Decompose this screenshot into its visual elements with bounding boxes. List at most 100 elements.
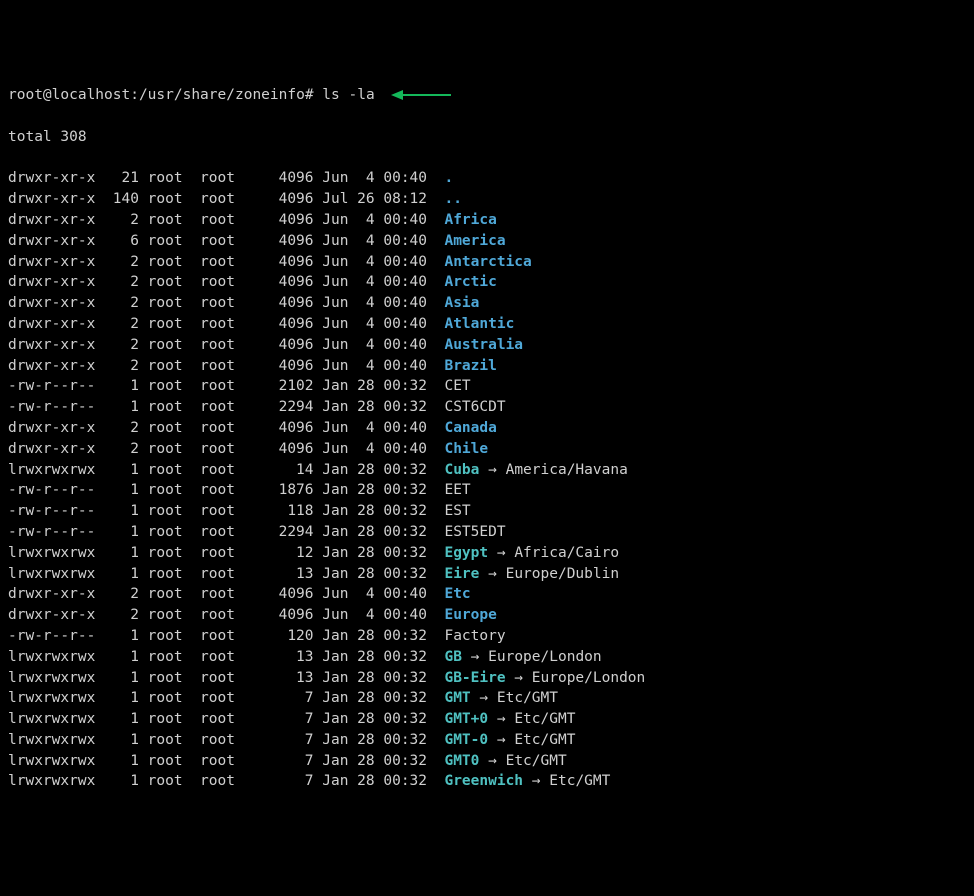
file-size: 4096 [252, 272, 313, 293]
file-perms: drwxr-xr-x [8, 231, 95, 252]
file-perms: drwxr-xr-x [8, 605, 95, 626]
file-links: 1 [104, 771, 139, 792]
file-name: Australia [444, 335, 523, 356]
file-group: root [200, 168, 244, 189]
file-perms: lrwxrwxrwx [8, 771, 95, 792]
file-size: 120 [252, 626, 313, 647]
file-date: Jan 28 00:32 [322, 771, 435, 792]
file-group: root [200, 771, 244, 792]
file-perms: lrwxrwxrwx [8, 688, 95, 709]
list-row: drwxr-xr-x 21 root root 4096 Jun 4 00:40… [8, 168, 966, 189]
file-name: Atlantic [444, 314, 514, 335]
file-owner: root [148, 231, 192, 252]
list-row: lrwxrwxrwx 1 root root 13 Jan 28 00:32 G… [8, 647, 966, 668]
file-owner: root [148, 376, 192, 397]
file-date: Jan 28 00:32 [322, 730, 435, 751]
file-size: 2294 [252, 397, 313, 418]
symlink-arrow: → [462, 649, 488, 665]
file-owner: root [148, 168, 192, 189]
list-row: drwxr-xr-x 140 root root 4096 Jul 26 08:… [8, 189, 966, 210]
file-owner: root [148, 751, 192, 772]
file-perms: drwxr-xr-x [8, 335, 95, 356]
list-row: drwxr-xr-x 2 root root 4096 Jun 4 00:40 … [8, 439, 966, 460]
file-size: 4096 [252, 356, 313, 377]
file-perms: drwxr-xr-x [8, 293, 95, 314]
file-owner: root [148, 730, 192, 751]
file-group: root [200, 252, 244, 273]
file-links: 1 [104, 522, 139, 543]
file-owner: root [148, 439, 192, 460]
file-name: America [444, 231, 505, 252]
list-row: -rw-r--r-- 1 root root 120 Jan 28 00:32 … [8, 626, 966, 647]
file-name: Greenwich [444, 771, 523, 792]
file-links: 1 [104, 376, 139, 397]
list-row: -rw-r--r-- 1 root root 118 Jan 28 00:32 … [8, 501, 966, 522]
file-group: root [200, 293, 244, 314]
symlink-target: Etc/GMT [549, 773, 610, 789]
file-group: root [200, 335, 244, 356]
list-row: lrwxrwxrwx 1 root root 7 Jan 28 00:32 GM… [8, 709, 966, 730]
file-name: Europe [444, 605, 496, 626]
file-date: Jun 4 00:40 [322, 418, 435, 439]
file-group: root [200, 668, 244, 689]
list-row: drwxr-xr-x 2 root root 4096 Jun 4 00:40 … [8, 605, 966, 626]
file-size: 4096 [252, 584, 313, 605]
list-row: drwxr-xr-x 2 root root 4096 Jun 4 00:40 … [8, 335, 966, 356]
file-name: . [444, 168, 453, 189]
file-owner: root [148, 668, 192, 689]
file-owner: root [148, 564, 192, 585]
file-size: 13 [252, 647, 313, 668]
file-owner: root [148, 480, 192, 501]
file-size: 12 [252, 543, 313, 564]
file-links: 1 [104, 751, 139, 772]
symlink-arrow: → [479, 462, 505, 478]
file-links: 1 [104, 668, 139, 689]
file-links: 2 [104, 293, 139, 314]
file-owner: root [148, 293, 192, 314]
file-group: root [200, 688, 244, 709]
list-row: lrwxrwxrwx 1 root root 14 Jan 28 00:32 C… [8, 460, 966, 481]
file-links: 1 [104, 564, 139, 585]
file-size: 13 [252, 564, 313, 585]
file-links: 2 [104, 210, 139, 231]
file-group: root [200, 522, 244, 543]
symlink-target: Etc/GMT [497, 690, 558, 706]
file-links: 1 [104, 480, 139, 501]
file-name: EST [444, 501, 470, 522]
file-perms: drwxr-xr-x [8, 272, 95, 293]
file-size: 2102 [252, 376, 313, 397]
list-row: drwxr-xr-x 2 root root 4096 Jun 4 00:40 … [8, 252, 966, 273]
file-date: Jan 28 00:32 [322, 397, 435, 418]
file-date: Jan 28 00:32 [322, 751, 435, 772]
list-row: lrwxrwxrwx 1 root root 7 Jan 28 00:32 GM… [8, 751, 966, 772]
file-name: EET [444, 480, 470, 501]
file-group: root [200, 272, 244, 293]
file-name: CET [444, 376, 470, 397]
file-perms: drwxr-xr-x [8, 210, 95, 231]
prompt-user-host: root@localhost [8, 87, 130, 103]
file-date: Jan 28 00:32 [322, 668, 435, 689]
file-group: root [200, 605, 244, 626]
file-name: GMT [444, 688, 470, 709]
file-size: 7 [252, 688, 313, 709]
file-group: root [200, 501, 244, 522]
file-group: root [200, 314, 244, 335]
symlink-target: Africa/Cairo [514, 545, 619, 561]
file-size: 2294 [252, 522, 313, 543]
symlink-target: Etc/GMT [514, 732, 575, 748]
file-group: root [200, 647, 244, 668]
symlink-arrow: → [488, 732, 514, 748]
file-owner: root [148, 543, 192, 564]
file-owner: root [148, 189, 192, 210]
file-date: Jun 4 00:40 [322, 168, 435, 189]
file-date: Jan 28 00:32 [322, 626, 435, 647]
prompt-sep: : [130, 87, 139, 103]
file-links: 2 [104, 252, 139, 273]
file-links: 1 [104, 397, 139, 418]
file-date: Jun 4 00:40 [322, 231, 435, 252]
file-perms: lrwxrwxrwx [8, 564, 95, 585]
file-size: 4096 [252, 252, 313, 273]
file-perms: lrwxrwxrwx [8, 668, 95, 689]
file-links: 1 [104, 688, 139, 709]
list-row: lrwxrwxrwx 1 root root 7 Jan 28 00:32 Gr… [8, 771, 966, 792]
